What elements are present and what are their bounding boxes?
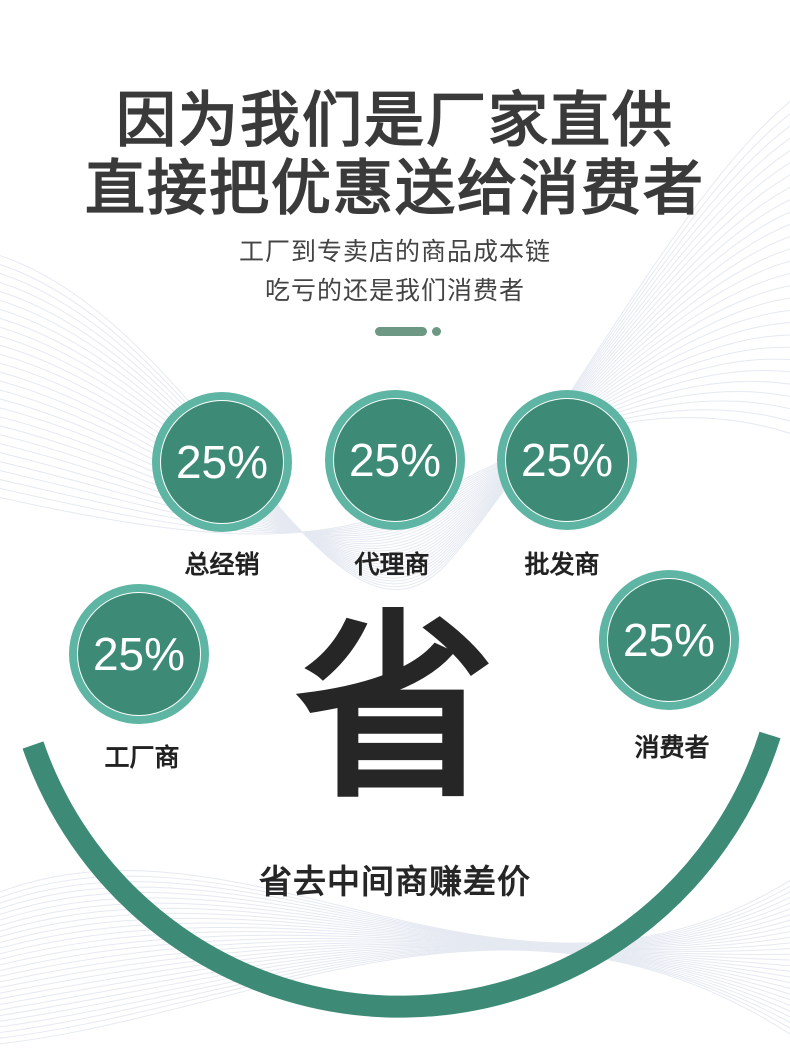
node-value: 25% xyxy=(77,592,201,716)
wave-line xyxy=(0,260,790,555)
wave-line xyxy=(0,944,790,994)
node-circle: 25% xyxy=(152,392,292,532)
wave-line xyxy=(0,942,790,983)
wave-line xyxy=(0,174,790,573)
wave-line xyxy=(0,902,790,947)
node-value: 25% xyxy=(607,578,731,702)
wave-line xyxy=(0,947,790,1017)
wave-line xyxy=(0,881,790,945)
wave-line xyxy=(0,886,790,945)
node-circle: 25% xyxy=(325,390,465,530)
wave-line xyxy=(0,943,790,989)
wave-line xyxy=(0,937,790,972)
divider-pill xyxy=(375,327,427,336)
wave-line xyxy=(0,926,790,955)
node-label: 批发商 xyxy=(524,550,600,579)
wave-line xyxy=(0,897,790,946)
wave-line xyxy=(0,949,790,1045)
slogan: 省去中间商赚差价 xyxy=(259,862,531,901)
wave-line xyxy=(0,199,790,568)
wave-line xyxy=(0,907,790,947)
node-label: 总经销 xyxy=(184,550,260,579)
node-value: 25% xyxy=(160,400,284,524)
node-label: 代理商 xyxy=(354,550,430,579)
green-arc xyxy=(22,731,781,1018)
wave-line xyxy=(0,100,790,590)
wave-line xyxy=(0,211,790,565)
wave-line xyxy=(0,236,790,560)
wave-line xyxy=(0,949,790,1039)
node-label: 消费者 xyxy=(634,733,710,762)
wave-line xyxy=(0,947,790,1022)
divider-dot xyxy=(432,327,441,336)
headline-line-2: 直接把优惠送给消费者 xyxy=(85,154,705,224)
wave-line xyxy=(0,922,790,949)
wave-line xyxy=(0,945,790,1000)
headline-line-1: 因为我们是厂家直供 xyxy=(116,86,674,156)
wave-line xyxy=(0,940,790,977)
wave-line xyxy=(0,113,790,588)
node-label: 工厂商 xyxy=(104,743,180,772)
node-value: 25% xyxy=(333,398,457,522)
subtitle-line-2: 吃亏的还是我们消费者 xyxy=(264,276,525,305)
wave-line xyxy=(0,934,790,966)
wave-line xyxy=(0,917,790,949)
node-value: 25% xyxy=(505,398,629,522)
wave-line xyxy=(0,931,790,961)
wave-line xyxy=(0,948,790,1028)
wave-line xyxy=(0,223,790,562)
subtitle-line-1: 工厂到专卖店的商品成本链 xyxy=(238,237,551,266)
node-circle: 25% xyxy=(69,584,209,724)
wave-line xyxy=(0,149,790,579)
wave-line xyxy=(0,186,790,570)
node-circle: 25% xyxy=(599,570,739,710)
wave-line xyxy=(0,137,790,582)
wave-line xyxy=(0,162,790,576)
node-circle: 25% xyxy=(497,390,637,530)
wave-line xyxy=(0,946,790,1005)
wave-line xyxy=(0,125,790,585)
wave-line xyxy=(0,946,790,1011)
wave-line xyxy=(0,892,790,946)
save-character: 省 xyxy=(295,593,496,826)
wave-line xyxy=(0,948,790,1034)
wave-line xyxy=(0,912,790,948)
